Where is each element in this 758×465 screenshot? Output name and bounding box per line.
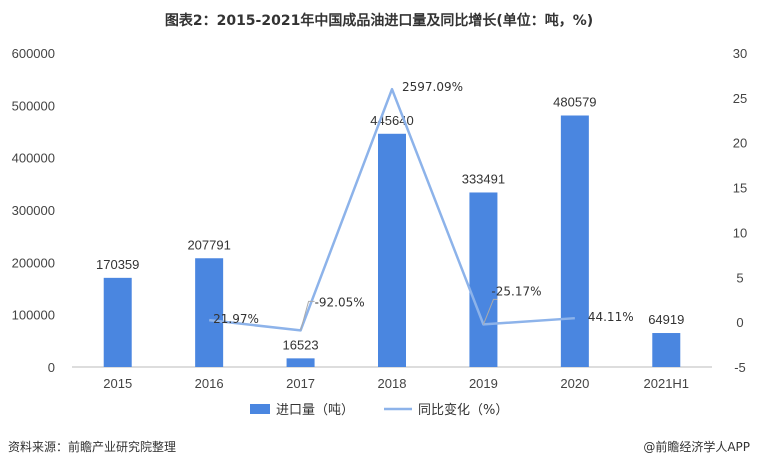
line-value-label: 2597.09% <box>402 80 463 94</box>
y-left-tick-label: 600000 <box>12 46 55 61</box>
bar <box>378 133 406 367</box>
bar-value-label: 480579 <box>553 94 596 109</box>
y-right-tick-label: -5 <box>734 360 746 375</box>
growth-line <box>209 87 575 332</box>
y-right-tick-label: 10 <box>733 225 747 240</box>
bar <box>469 192 498 367</box>
line-value-label: -92.05% <box>315 295 365 309</box>
y-right-tick-label: 5 <box>736 270 743 285</box>
y-right-tick-label: 15 <box>733 181 747 196</box>
bar-value-label: 64919 <box>648 312 684 327</box>
legend-bar-label: 进口量（吨） <box>276 403 354 418</box>
bar-value-label: 333491 <box>462 171 505 186</box>
x-tick-label: 2015 <box>103 376 132 391</box>
bar <box>103 277 132 367</box>
y-right-tick-label: 0 <box>736 315 743 330</box>
line-value-label: -25.17% <box>491 284 541 298</box>
brand-note: @前瞻经济学人APP <box>643 439 750 454</box>
bar <box>286 358 315 367</box>
y-right-tick-label: 30 <box>733 46 747 61</box>
label-leader <box>300 300 315 331</box>
x-tick-label: 2021H1 <box>644 376 690 391</box>
y-left-tick-label: 500000 <box>12 98 55 113</box>
bar-value-label: 170359 <box>96 257 139 272</box>
y-left-tick-label: 300000 <box>12 203 55 218</box>
x-tick-label: 2017 <box>286 376 315 391</box>
y-right-tick-label: 20 <box>733 136 747 151</box>
y-right-tick-label: 25 <box>733 91 747 106</box>
y-left-tick-label: 0 <box>48 360 55 375</box>
source-note: 资料来源：前瞻产业研究院整理 <box>8 439 176 454</box>
bar <box>652 333 681 367</box>
y-left-tick-label: 100000 <box>12 308 55 323</box>
bar-value-label: 16523 <box>282 337 318 352</box>
legend-bar-swatch <box>250 404 270 414</box>
bar <box>195 258 224 367</box>
y-left-tick-label: 400000 <box>12 151 55 166</box>
chart-title: 图表2：2015-2021年中国成品油进口量及同比增长(单位：吨，%) <box>165 12 593 29</box>
plot-area: 0 100000 200000 300000 400000 500000 600000 -5 0… <box>12 46 748 391</box>
line-value-label: 44.11% <box>588 310 634 324</box>
x-tick-label: 2019 <box>469 376 498 391</box>
legend: 进口量（吨） 同比变化（%） <box>250 402 508 418</box>
label-leader <box>482 298 498 325</box>
bar <box>560 115 589 368</box>
y-left-tick-label: 200000 <box>12 255 55 270</box>
x-tick-label: 2020 <box>560 376 589 391</box>
legend-line-label: 同比变化（%） <box>418 402 508 418</box>
bar-value-label: 207791 <box>187 237 230 252</box>
x-tick-label: 2016 <box>195 376 224 391</box>
line-value-label: 21.97% <box>213 312 259 326</box>
x-tick-label: 2018 <box>378 376 407 391</box>
